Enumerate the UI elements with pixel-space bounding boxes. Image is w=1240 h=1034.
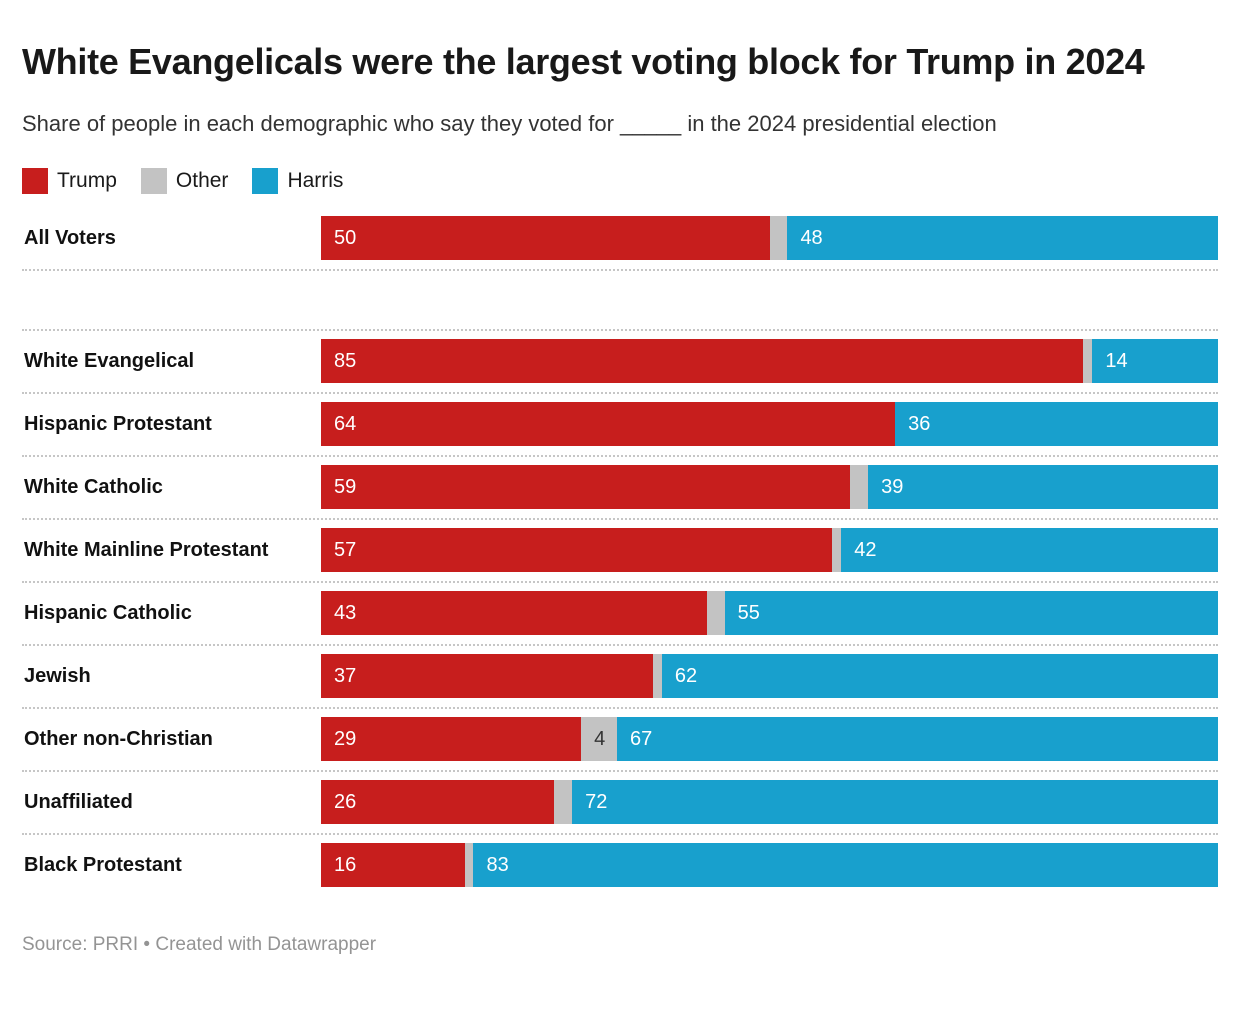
value-label: 85: [334, 349, 357, 372]
category-label: Hispanic Catholic: [24, 601, 192, 624]
legend-label: Trump: [57, 169, 117, 193]
stacked-bar: 57 42: [321, 528, 1218, 573]
category-label: White Evangelical: [24, 349, 195, 372]
value-label: 29: [334, 727, 357, 750]
legend-swatch-harris: [252, 168, 279, 195]
stacked-bar: 26 72: [321, 780, 1218, 825]
bar-segment-other: [464, 843, 474, 888]
value-label: 55: [737, 601, 760, 624]
bar-segment-harris: 48: [787, 216, 1218, 261]
value-label: 59: [334, 475, 357, 498]
value-label: 43: [334, 601, 357, 624]
stacked-bar: 37 62: [321, 654, 1218, 699]
bar-segment-trump: 85: [321, 339, 1084, 384]
stacked-bar: 64 36: [321, 402, 1218, 447]
stacked-bar: 43 55: [321, 591, 1218, 636]
bar-segment-trump: 37: [321, 654, 653, 699]
legend-swatch-trump: [22, 168, 48, 195]
stacked-bar: 29 4 67: [321, 717, 1218, 762]
value-label: 39: [881, 475, 904, 498]
bar-segment-trump: 29: [321, 717, 582, 762]
legend-item-harris: Harris: [252, 168, 344, 195]
value-label: 14: [1105, 349, 1128, 372]
bar-segment-other: [832, 528, 842, 573]
value-label: 48: [800, 226, 823, 249]
bar-segment-trump: 59: [321, 465, 851, 510]
category-label: Jewish: [24, 664, 91, 687]
category-label: Black Protestant: [24, 853, 182, 876]
value-label: 83: [486, 853, 509, 876]
value-label: 57: [334, 538, 357, 561]
value-label: 72: [585, 790, 608, 813]
category-label: All Voters: [24, 226, 116, 249]
bar-segment-trump: 43: [321, 591, 707, 636]
chart-subtitle: Share of people in each demographic who …: [22, 111, 997, 137]
bar-segment-harris: 72: [572, 780, 1218, 825]
bar-segment-harris: 62: [661, 654, 1218, 699]
bar-segment-other: [769, 216, 788, 261]
value-label: 36: [908, 412, 931, 435]
bar-segment-trump: 57: [321, 528, 833, 573]
bar-segment-other: [706, 591, 725, 636]
legend-label: Harris: [287, 169, 344, 193]
value-label: 42: [854, 538, 877, 561]
value-label: 62: [674, 664, 698, 687]
legend-swatch-other: [140, 168, 167, 195]
chart-title: White Evangelicals were the largest voti…: [22, 41, 1145, 82]
category-label: Other non-Christian: [24, 727, 213, 750]
bar-segment-harris: 39: [868, 465, 1218, 510]
bar-segment-harris: 83: [473, 843, 1218, 888]
bar-segment-trump: 50: [321, 216, 770, 261]
category-label: White Mainline Protestant: [24, 538, 269, 561]
value-label: 67: [630, 727, 653, 750]
chart-row: Black Protestant 16 83: [22, 835, 1218, 896]
bar-segment-harris: 14: [1092, 339, 1218, 384]
chart-row: Jewish 37 62: [22, 646, 1218, 710]
legend-item-trump: Trump: [22, 168, 117, 195]
category-label: White Catholic: [24, 475, 163, 498]
legend: Trump Other Harris: [22, 168, 1218, 195]
bar-segment-other: [554, 780, 573, 825]
chart-row: Other non-Christian 29 4 67: [22, 709, 1218, 773]
bar-segment-other: 4: [581, 717, 617, 762]
chart-row: White Mainline Protestant 57 42: [22, 520, 1218, 584]
value-label: 50: [334, 226, 357, 249]
bar-segment-harris: 55: [724, 591, 1218, 636]
chart-row: White Evangelical 85 14: [22, 331, 1218, 395]
bar-segment-harris: 67: [617, 717, 1218, 762]
stacked-bar: 85 14: [321, 339, 1218, 384]
value-label: 37: [334, 664, 357, 687]
category-label: Hispanic Protestant: [24, 412, 212, 435]
value-label: 64: [334, 412, 357, 435]
stacked-bar: 59 39: [321, 465, 1218, 510]
chart-row: Hispanic Catholic 43 55: [22, 583, 1218, 647]
bar-segment-other: [850, 465, 869, 510]
bar-segment-trump: 16: [321, 843, 465, 888]
bar-segment-harris: 36: [895, 402, 1218, 447]
source-note: Source: PRRI • Created with Datawrapper: [22, 934, 377, 956]
bar-segment-other: [652, 654, 662, 699]
chart-row: All Voters 50 48: [22, 208, 1218, 272]
bar-segment-trump: 26: [321, 780, 555, 825]
value-label: 16: [334, 853, 357, 876]
value-label: 26: [334, 790, 357, 813]
bar-segment-trump: 64: [321, 402, 896, 447]
value-label: 4: [594, 727, 606, 750]
bar-segment-harris: 42: [841, 528, 1218, 573]
legend-label: Other: [175, 169, 229, 193]
category-label: Unaffiliated: [24, 790, 133, 813]
legend-item-other: Other: [140, 168, 229, 195]
stacked-bar: 50 48: [321, 216, 1218, 261]
stacked-bar: 16 83: [321, 843, 1218, 888]
bar-segment-other: [1083, 339, 1093, 384]
chart-rows: All Voters 50 48 White Evangelical 85 14 Hispa…: [22, 208, 1218, 896]
group-spacer: [22, 271, 1218, 332]
chart-row: Hispanic Protestant 64 36: [22, 394, 1218, 458]
chart-row: White Catholic 59 39: [22, 457, 1218, 521]
chart-row: Unaffiliated 26 72: [22, 772, 1218, 836]
